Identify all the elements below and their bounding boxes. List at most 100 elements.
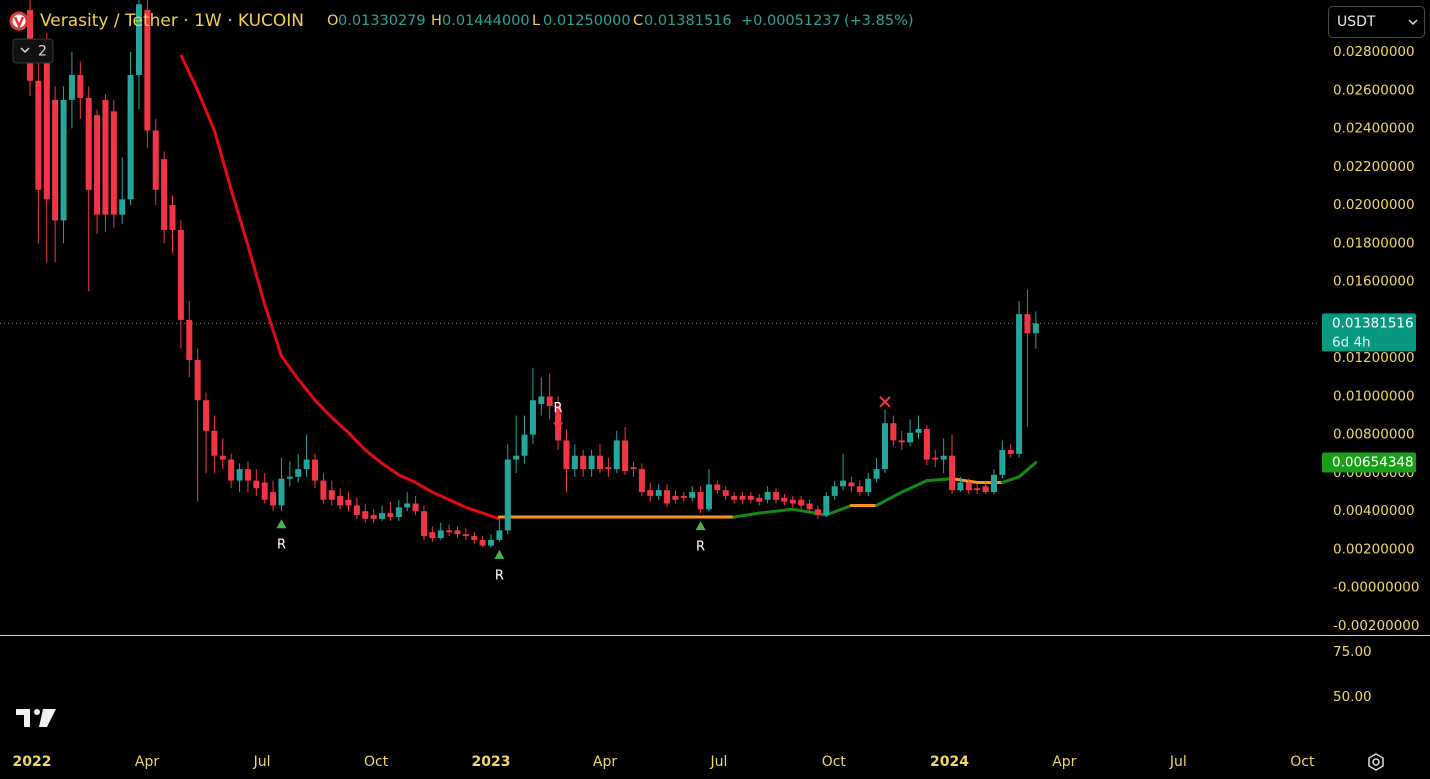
buy-signal <box>695 521 706 531</box>
candle-body <box>169 205 176 230</box>
candle-body <box>563 440 570 470</box>
y-tick-label: 0.02400000 <box>1333 121 1415 137</box>
candle-body <box>186 319 193 361</box>
candle-body <box>580 455 587 470</box>
buy-signal <box>494 549 505 559</box>
chevron-icon <box>20 47 30 54</box>
y-tick-label: 50.00 <box>1333 689 1372 705</box>
candle-body <box>949 455 956 491</box>
candle-body <box>890 423 897 441</box>
candle-body <box>152 130 159 190</box>
candle-body <box>940 455 947 460</box>
candle-body <box>689 492 696 498</box>
candle-body <box>1024 314 1031 334</box>
baseline-segment <box>732 511 761 519</box>
candle-body <box>488 539 495 546</box>
x-tick-label: Apr <box>593 754 617 770</box>
change-value: +0.00051237 <box>741 13 841 29</box>
candle-body <box>236 469 243 481</box>
candle-body <box>697 492 704 510</box>
candle-body <box>420 511 427 537</box>
x-tick-label: 2023 <box>472 754 511 770</box>
candle-body <box>739 495 746 500</box>
candle-body <box>538 396 545 405</box>
candle-body <box>831 486 838 496</box>
x-tick-label: Jul <box>253 754 271 770</box>
ohlc-value: 0.01250000 <box>543 13 631 29</box>
candle-body <box>756 497 763 502</box>
candle-body <box>672 495 679 500</box>
candle-body <box>932 457 939 460</box>
candle-body <box>102 99 109 215</box>
candle-body <box>923 428 930 460</box>
x-tick-label: Apr <box>135 754 159 770</box>
signal-label: R <box>696 540 705 555</box>
candle-body <box>135 4 142 75</box>
candle-body <box>68 74 75 100</box>
tv-logo <box>16 709 56 727</box>
candle-body <box>479 539 486 546</box>
candle-body <box>722 490 729 496</box>
cross-signal <box>879 396 891 408</box>
candle-body <box>387 513 394 517</box>
candle-body <box>605 467 612 470</box>
candle-body <box>1016 314 1023 454</box>
candle-body <box>571 455 578 470</box>
settings-button[interactable] <box>1368 753 1384 771</box>
baseline-label: 0.00654348 <box>1332 455 1414 471</box>
candle-body <box>747 495 754 500</box>
candle-body <box>379 513 386 519</box>
candle-body <box>211 430 218 456</box>
candle-body <box>898 440 905 443</box>
candle-body <box>496 530 503 540</box>
y-tick-label: 75.00 <box>1333 644 1372 660</box>
signal-label: R <box>495 568 504 583</box>
candle-body <box>622 440 629 472</box>
countdown-label: 6d 4h <box>1332 334 1371 350</box>
ohlc-value: 0.01444000 <box>442 13 530 29</box>
y-tick-label: 0.01800000 <box>1333 235 1415 251</box>
candle-body <box>982 486 989 493</box>
symbol-logo-mark <box>13 16 25 30</box>
candle-body <box>219 455 226 460</box>
candle-body <box>278 478 285 506</box>
indicator-toggle[interactable] <box>12 38 54 64</box>
sell-signal <box>553 422 564 431</box>
y-tick-label: 0.02800000 <box>1333 44 1415 60</box>
last-price-tag <box>1322 313 1416 352</box>
candle-body <box>974 488 981 491</box>
candle-body <box>462 534 469 537</box>
baseline-segment <box>875 490 904 507</box>
y-tick-label: 0.02200000 <box>1333 159 1415 175</box>
candle-body <box>52 99 59 221</box>
candle-body <box>404 503 411 508</box>
candle-body <box>664 490 671 504</box>
candle-body <box>127 74 134 200</box>
candle-body <box>471 536 478 540</box>
currency-dropdown[interactable] <box>1328 6 1425 38</box>
candle-body <box>513 455 520 460</box>
candle-body <box>907 432 914 443</box>
candle-body <box>320 480 327 500</box>
candle-body <box>881 423 888 470</box>
y-tick-label: 0.00200000 <box>1333 541 1415 557</box>
candle-body <box>764 492 771 500</box>
candle-body <box>395 507 402 517</box>
candle-body <box>161 159 168 230</box>
ohlc-value: 0.01330279 <box>338 13 426 29</box>
candle-body <box>521 434 528 456</box>
candle-body <box>789 499 796 504</box>
candle-body <box>731 495 738 500</box>
signal-label: R <box>277 538 286 553</box>
candle-body <box>337 495 344 506</box>
candle-body <box>370 515 377 519</box>
candle-body <box>345 499 352 506</box>
candle-body <box>35 80 42 190</box>
buy-signal <box>276 519 287 529</box>
candle-body <box>655 490 662 496</box>
price-pane: R R R R <box>0 0 1320 583</box>
x-tick-label: Jul <box>710 754 728 770</box>
baseline-segment <box>925 477 954 483</box>
candle-body <box>529 400 536 435</box>
candle-body <box>437 530 444 538</box>
